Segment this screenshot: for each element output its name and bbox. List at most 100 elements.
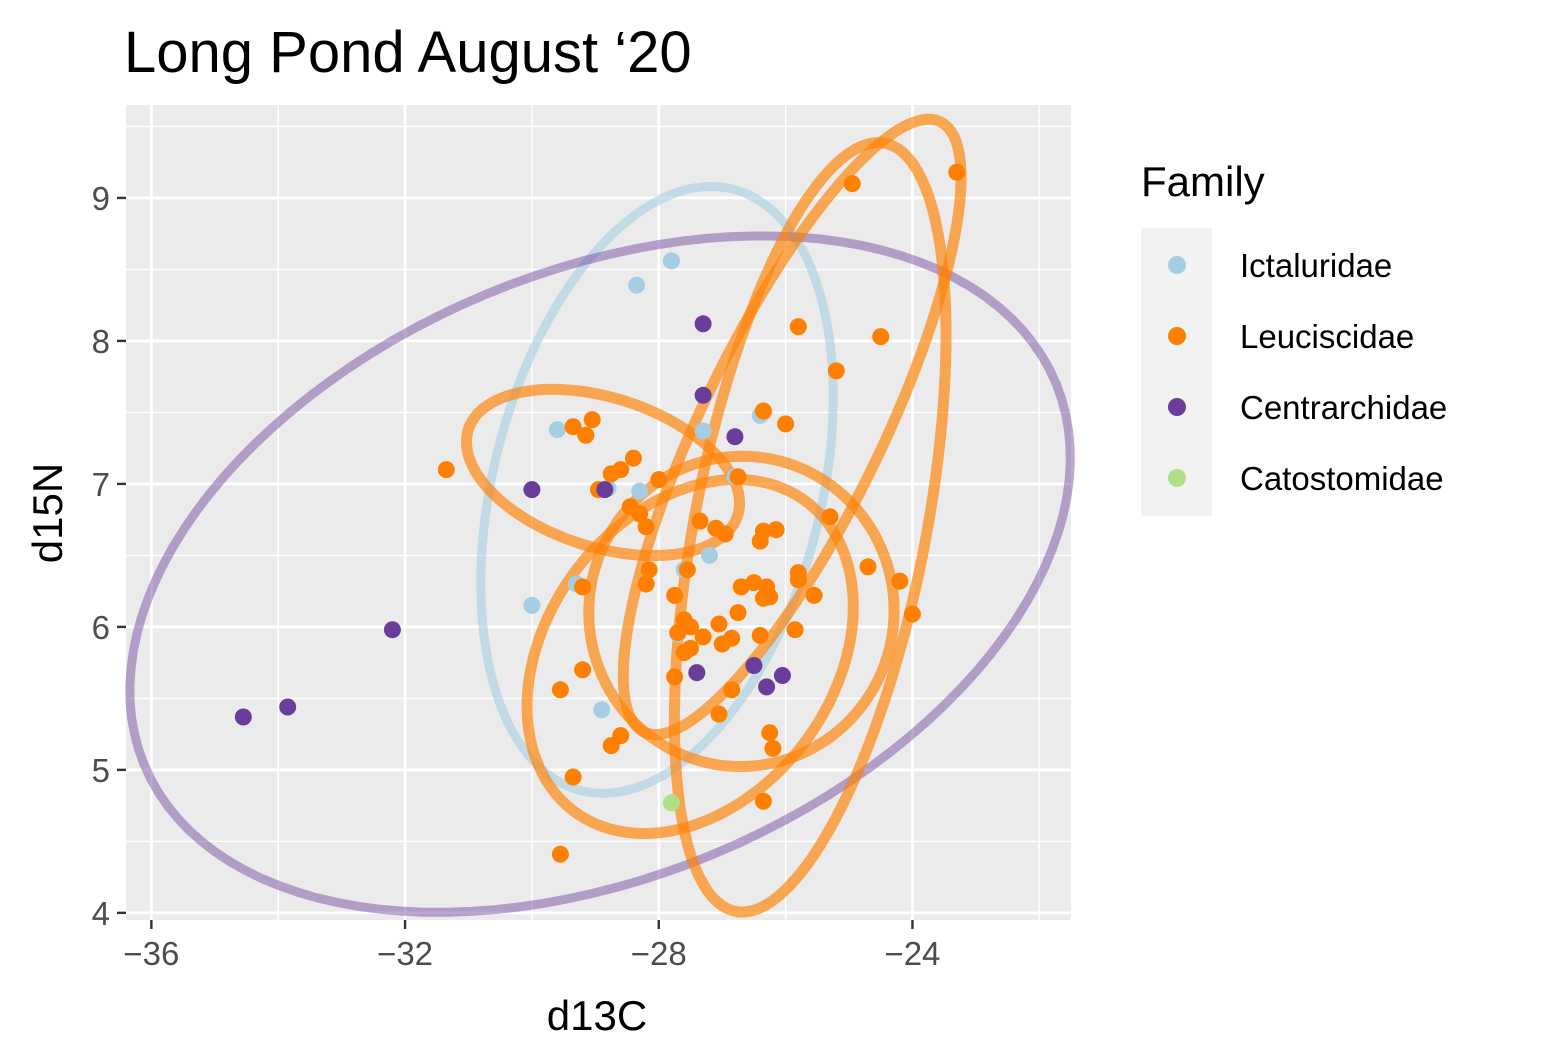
point-ictaluridae (593, 701, 611, 719)
point-centrarchidae (773, 667, 791, 684)
point-leuciscidae (612, 727, 630, 745)
y-tick-label: 9 (92, 180, 110, 217)
point-centrarchidae (596, 481, 614, 499)
y-tick-label: 8 (92, 323, 110, 360)
point-leuciscidae (789, 318, 807, 336)
legend-key-catostomidae (1168, 469, 1186, 487)
point-leuciscidae (805, 586, 823, 604)
point-leuciscidae (577, 426, 595, 444)
y-tick-label: 4 (92, 895, 110, 932)
point-leuciscidae (694, 628, 712, 646)
point-centrarchidae (688, 664, 706, 682)
point-leuciscidae (678, 561, 696, 579)
point-leuciscidae (666, 586, 684, 604)
point-leuciscidae (827, 362, 845, 380)
legend-title: Family (1141, 158, 1265, 205)
chart-title: Long Pond August ‘20 (124, 20, 692, 85)
point-leuciscidae (859, 558, 877, 576)
point-leuciscidae (716, 525, 734, 543)
point-centrarchidae (523, 481, 541, 499)
point-ictaluridae (548, 421, 566, 439)
point-centrarchidae (234, 708, 252, 726)
point-leuciscidae (564, 418, 582, 436)
point-leuciscidae (729, 604, 747, 622)
point-ictaluridae (523, 596, 541, 614)
point-leuciscidae (723, 681, 741, 699)
point-leuciscidae (754, 589, 772, 607)
point-layer (234, 163, 966, 863)
point-leuciscidae (786, 621, 804, 639)
point-leuciscidae (843, 175, 861, 193)
legend-key-background (1141, 228, 1212, 516)
ellipse-leuciscidae (521, 473, 859, 840)
point-leuciscidae (631, 505, 649, 523)
point-leuciscidae (903, 605, 921, 623)
point-leuciscidae (754, 792, 772, 810)
ellipse-layer (125, 113, 1075, 918)
point-leuciscidae (437, 461, 455, 479)
point-leuciscidae (789, 571, 807, 589)
x-tick-label: −32 (377, 935, 433, 972)
point-leuciscidae (564, 768, 582, 786)
point-ictaluridae (628, 276, 646, 294)
point-leuciscidae (602, 465, 620, 483)
point-ictaluridae (694, 422, 712, 440)
point-leuciscidae (574, 661, 592, 679)
point-ictaluridae (631, 482, 649, 500)
point-leuciscidae (624, 449, 642, 467)
legend-key-centrarchidae (1168, 398, 1186, 416)
point-ictaluridae (662, 252, 680, 270)
point-centrarchidae (279, 698, 297, 716)
ellipse-leuciscidae (668, 137, 952, 918)
point-leuciscidae (710, 615, 728, 633)
point-leuciscidae (821, 508, 839, 526)
point-centrarchidae (383, 621, 401, 639)
point-leuciscidae (637, 518, 655, 536)
y-axis-title: d15N (24, 463, 71, 563)
legend-key-leuciscidae (1168, 327, 1186, 345)
point-leuciscidae (948, 163, 966, 181)
point-leuciscidae (751, 627, 769, 644)
point-leuciscidae (640, 561, 658, 579)
y-axis: 4 5 6 7 8 9 (92, 180, 126, 932)
point-centrarchidae (758, 678, 776, 696)
point-leuciscidae (691, 512, 709, 530)
point-leuciscidae (682, 618, 699, 636)
legend-key-ictaluridae (1168, 256, 1186, 274)
point-leuciscidae (723, 629, 741, 647)
point-centrarchidae (694, 386, 712, 404)
point-leuciscidae (761, 724, 779, 742)
point-leuciscidae (675, 644, 693, 662)
x-axis: −36 −32 −28 −24 (123, 920, 940, 972)
point-centrarchidae (726, 428, 744, 446)
point-leuciscidae (710, 705, 728, 723)
point-centrarchidae (745, 657, 763, 674)
x-tick-label: −24 (884, 935, 940, 972)
point-leuciscidae (574, 578, 592, 596)
ellipse-leuciscidae (583, 450, 900, 773)
legend-items: Ictaluridae Leuciscidae Centrarchidae Catos… (1168, 247, 1447, 497)
point-centrarchidae (694, 315, 712, 333)
point-leuciscidae (551, 681, 569, 699)
point-leuciscidae (650, 471, 668, 489)
point-catostomidae (662, 794, 680, 812)
point-leuciscidae (729, 468, 747, 486)
point-leuciscidae (751, 532, 769, 550)
point-leuciscidae (754, 402, 772, 420)
ellipse-leuciscidae (461, 383, 745, 562)
point-leuciscidae (666, 668, 684, 686)
point-leuciscidae (583, 411, 601, 429)
point-leuciscidae (637, 575, 655, 593)
y-tick-label: 6 (92, 609, 110, 646)
point-leuciscidae (777, 415, 795, 433)
point-leuciscidae (872, 328, 890, 346)
point-leuciscidae (732, 578, 750, 596)
legend-label-centrarchidae: Centrarchidae (1240, 389, 1447, 426)
point-leuciscidae (551, 845, 569, 863)
point-leuciscidae (767, 521, 785, 539)
legend: Family Ictaluridae Leuciscidae Centrarchid… (1141, 158, 1447, 516)
y-tick-label: 7 (92, 466, 110, 503)
point-leuciscidae (669, 624, 687, 642)
legend-label-ictaluridae: Ictaluridae (1240, 247, 1392, 284)
